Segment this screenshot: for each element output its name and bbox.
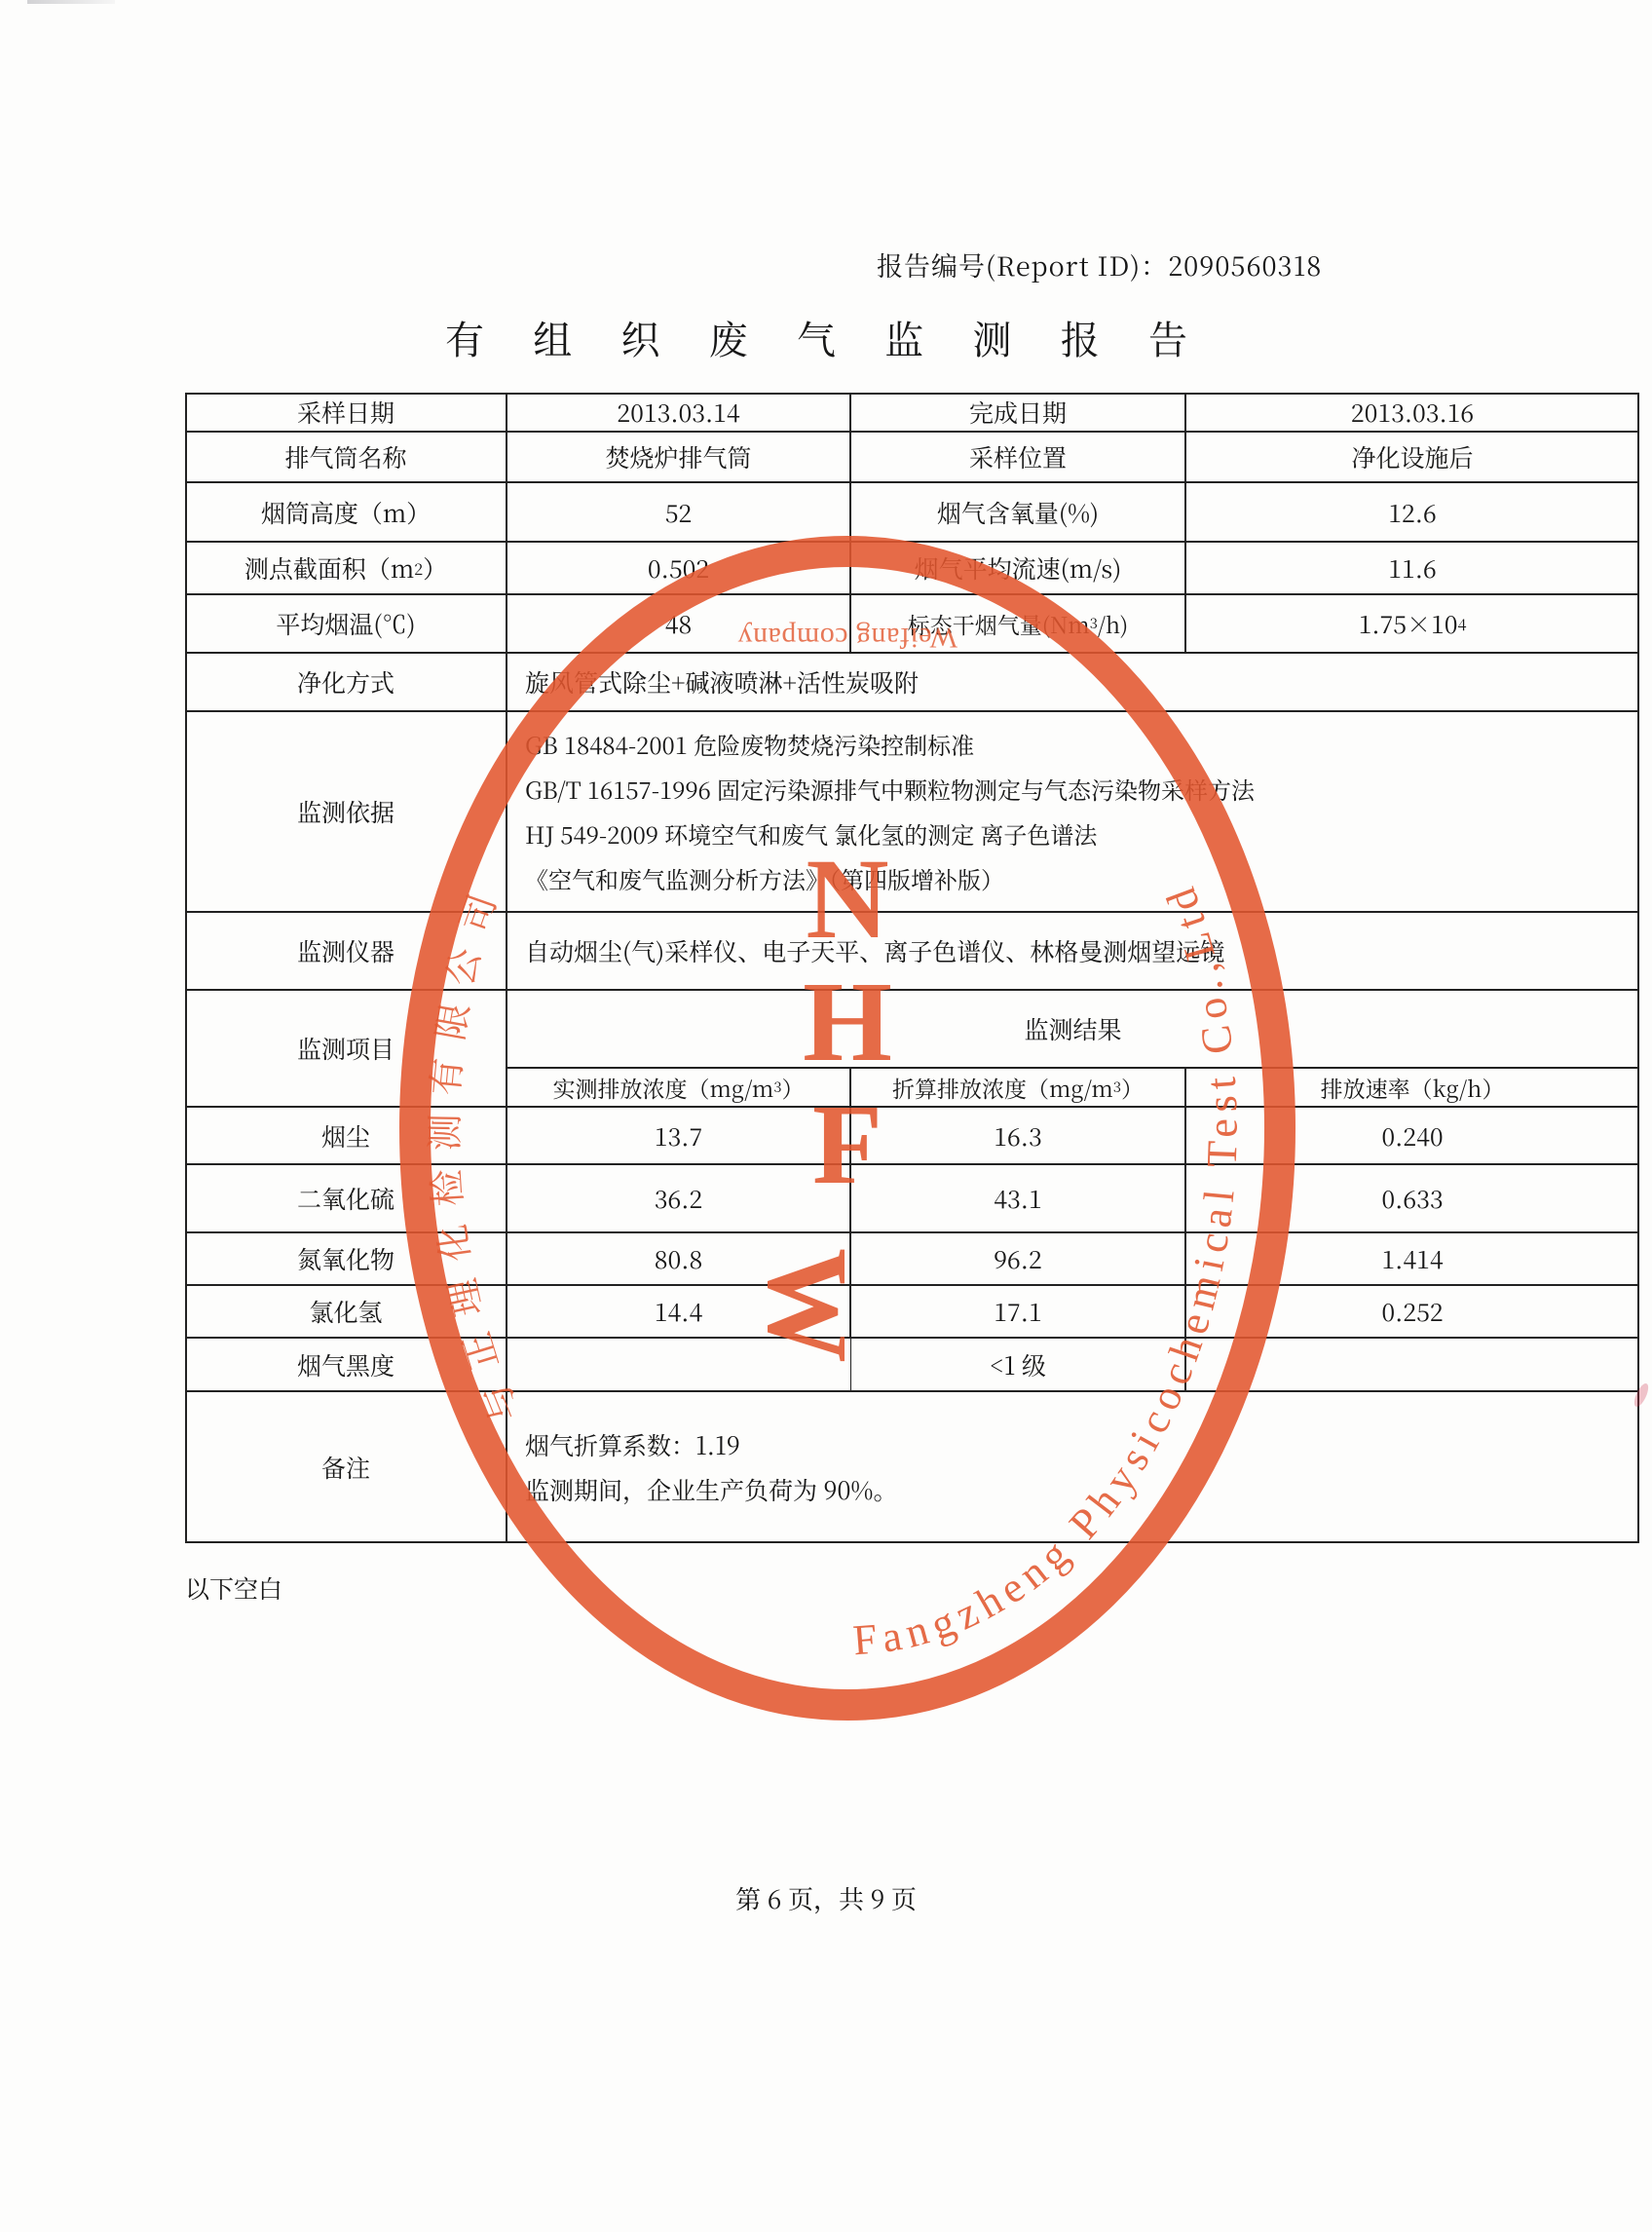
svg-text:F: F	[812, 1080, 882, 1208]
svg-text:W: W	[744, 1248, 872, 1363]
svg-text:Weifang company: Weifang company	[737, 622, 957, 654]
svg-text:N: N	[806, 835, 888, 963]
svg-text:H: H	[803, 958, 892, 1085]
svg-text:Fangzheng Physicochemical Test: Fangzheng Physicochemical Test Co.,Ltd	[851, 876, 1247, 1665]
